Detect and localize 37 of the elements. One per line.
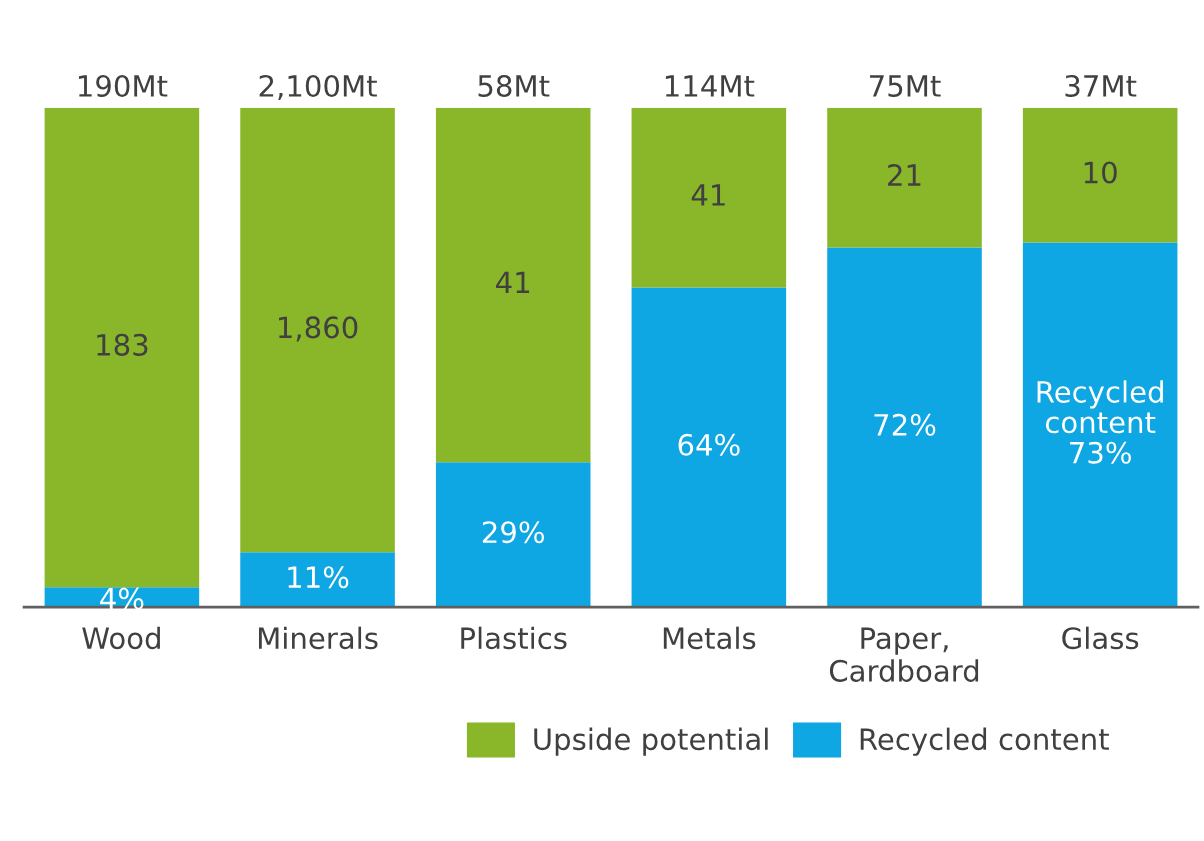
annotation: 75Mt [870, 75, 941, 97]
annotation: 1,860 [279, 316, 358, 342]
annotation: 21 [888, 163, 921, 186]
bar [631, 287, 787, 608]
legend-label: Upside potential [534, 727, 768, 756]
x-tick-label: Plastics [461, 626, 567, 650]
annotation: 183 [97, 333, 148, 356]
bar [44, 107, 200, 588]
x-tick-label: Wood [82, 626, 160, 650]
bar [827, 107, 982, 248]
bar [240, 552, 395, 608]
annotation: 190Mt [78, 74, 168, 97]
data-label: 72% [874, 413, 936, 436]
annotation: 114Mt [665, 75, 755, 97]
bar [240, 107, 395, 553]
x-tick-label: Paper, Cardboard [829, 627, 979, 682]
annotation: 2,100Mt [259, 74, 377, 100]
annotation: 58Mt [478, 74, 550, 97]
annotation: 10 [1084, 161, 1117, 184]
data-label: 29% [482, 521, 545, 544]
bar [1022, 107, 1178, 243]
bar [631, 107, 787, 288]
data-label: 4% [100, 587, 144, 610]
legend-label: Recycled content [860, 727, 1109, 756]
bar [827, 247, 982, 608]
x-tick-label: Glass [1062, 626, 1139, 650]
annotation: 41 [496, 271, 530, 294]
annotation: 41 [691, 184, 725, 206]
x-tick-label: Minerals [258, 626, 378, 650]
data-label: 11% [288, 566, 349, 589]
x-tick-label: Metals [663, 626, 756, 650]
bar [435, 107, 591, 463]
bar [1022, 242, 1178, 608]
annotation: 37Mt [1065, 74, 1137, 97]
bar [435, 462, 591, 608]
data-label: Recycled content 73% [1037, 380, 1163, 464]
data-label: 64% [678, 433, 740, 456]
